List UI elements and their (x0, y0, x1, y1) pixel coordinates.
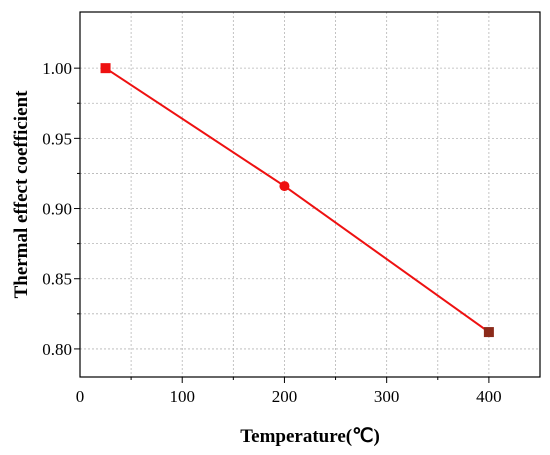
data-point (279, 181, 290, 192)
x-tick-label: 400 (476, 387, 502, 406)
x-tick-label: 0 (76, 387, 85, 406)
y-axis-label: Thermal effect coefficient (11, 90, 32, 299)
y-tick-label: 0.85 (42, 270, 72, 289)
data-point (483, 327, 494, 338)
series-line (105, 67, 490, 333)
y-tick-label: 0.95 (42, 129, 72, 148)
x-tick-label: 300 (374, 387, 400, 406)
x-axis-label: Temperature(℃) (240, 426, 380, 447)
data-point (100, 63, 111, 74)
y-tick-label: 0.90 (42, 200, 72, 219)
plot-frame (79, 11, 541, 378)
y-tick-label: 1.00 (42, 59, 72, 78)
x-tick-label: 100 (169, 387, 195, 406)
series-layer (100, 63, 494, 338)
grid-layer (80, 12, 540, 377)
x-tick-label: 200 (272, 387, 298, 406)
y-tick-label: 0.80 (42, 340, 72, 359)
tick-layer: 0 100 200 300 400 0.80 0.85 0.90 0.95 1.00 (42, 59, 501, 406)
